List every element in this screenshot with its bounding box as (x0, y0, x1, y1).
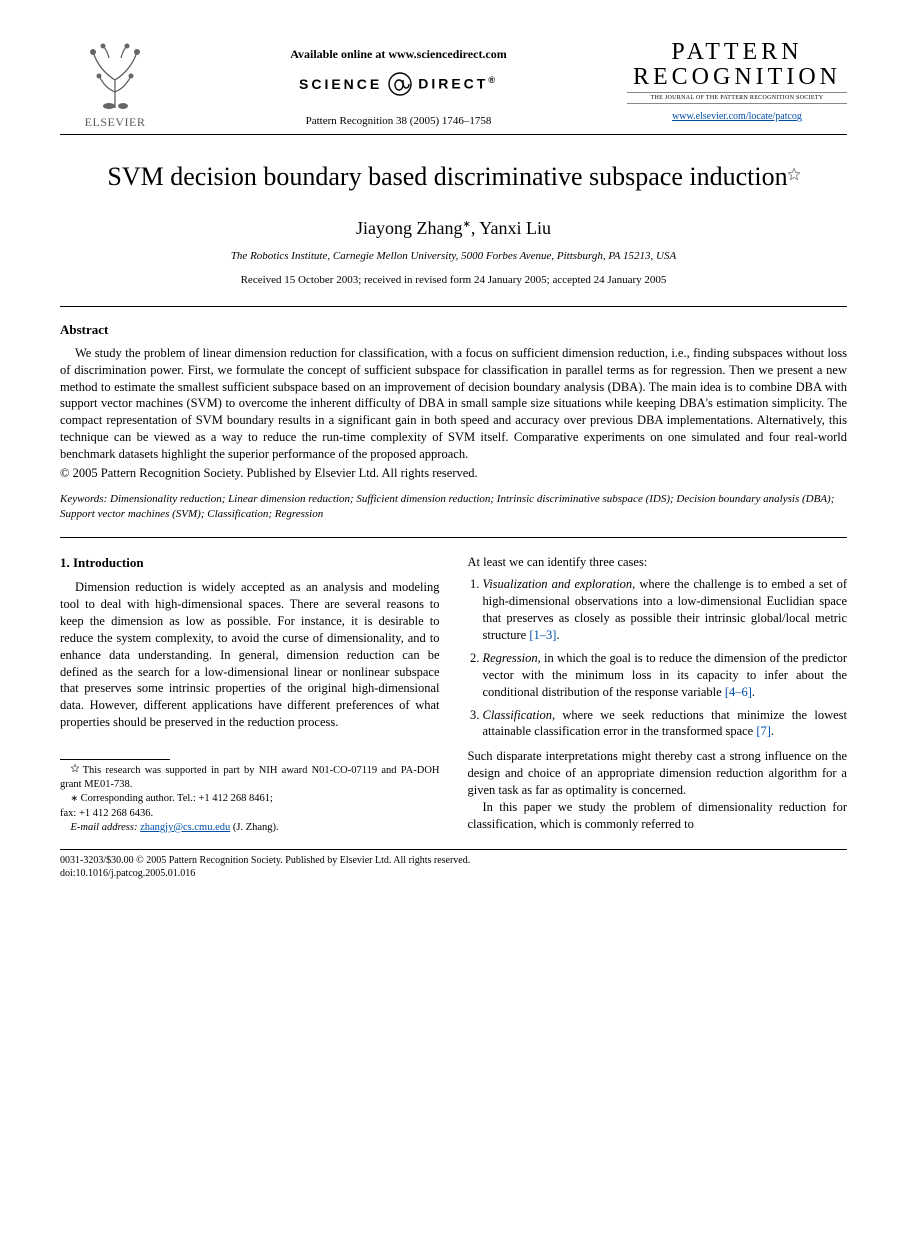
sd-science-text: SCIENCE (299, 75, 382, 94)
journal-title-line1: PATTERN (627, 40, 847, 65)
ref-link-1-3[interactable]: [1–3] (529, 628, 556, 642)
authors-line: Jiayong Zhang∗, Yanxi Liu (60, 216, 847, 240)
title-row: SVM decision boundary based discriminati… (60, 159, 847, 194)
center-header: Available online at www.sciencedirect.co… (170, 40, 627, 129)
bottom-meta: 0031-3203/$30.00 © 2005 Pattern Recognit… (60, 854, 847, 881)
right-para-3: In this paper we study the problem of di… (468, 799, 848, 833)
article-dates: Received 15 October 2003; received in re… (60, 273, 847, 288)
cases-list: Visualization and exploration, where the… (468, 576, 848, 740)
section-1-heading: 1. Introduction (60, 554, 440, 572)
footnote-star-icon (71, 764, 79, 772)
right-para-2: Such disparate interpretations might the… (468, 748, 848, 799)
body-columns: 1. Introduction Dimension reduction is w… (60, 554, 847, 835)
author-1: Jiayong Zhang (356, 218, 462, 238)
footnotes-block: This research was supported in part by N… (60, 764, 440, 835)
author-2: Yanxi Liu (479, 218, 551, 238)
case-1: Visualization and exploration, where the… (483, 576, 848, 644)
elsevier-logo-block: ELSEVIER (60, 40, 170, 130)
footnote-rule (60, 759, 170, 760)
doi-line: doi:10.1016/j.patcog.2005.01.016 (60, 867, 847, 881)
bottom-rule (60, 849, 847, 850)
email-link[interactable]: zhangjy@cs.cmu.edu (140, 822, 230, 833)
footnote-funding: This research was supported in part by N… (60, 764, 440, 792)
journal-title-line2: RECOGNITION (627, 65, 847, 90)
author-separator: , (471, 218, 479, 238)
ref-link-7[interactable]: [7] (756, 724, 771, 738)
journal-url-link[interactable]: www.elsevier.com/locate/patcog (672, 110, 802, 124)
abstract-text: We study the problem of linear dimension… (60, 345, 847, 463)
citation-line: Pattern Recognition 38 (2005) 1746–1758 (170, 114, 627, 129)
paper-title: SVM decision boundary based discriminati… (107, 162, 787, 191)
sd-at-icon (388, 72, 412, 96)
sd-direct-text: DIRECT® (418, 74, 498, 94)
intro-paragraph-1: Dimension reduction is widely accepted a… (60, 579, 440, 731)
author-1-corr-mark: ∗ (463, 219, 471, 230)
sciencedirect-logo: SCIENCE DIRECT® (170, 72, 627, 96)
elsevier-label: ELSEVIER (85, 114, 146, 130)
keywords-text: Dimensionality reduction; Linear dimensi… (60, 493, 834, 520)
footnote-corresponding: ∗ Corresponding author. Tel.: +1 412 268… (60, 792, 440, 806)
right-column: At least we can identify three cases: Vi… (468, 554, 848, 835)
affiliation: The Robotics Institute, Carnegie Mellon … (60, 249, 847, 264)
abstract-heading: Abstract (60, 321, 847, 339)
cases-intro: At least we can identify three cases: (468, 554, 848, 571)
elsevier-tree-icon (79, 40, 151, 112)
header-rule (60, 134, 847, 135)
footnote-fax: fax: +1 412 268 6436. (60, 807, 440, 821)
post-abstract-rule (60, 537, 847, 538)
journal-subtitle: THE JOURNAL OF THE PATTERN RECOGNITION S… (627, 92, 847, 104)
corr-asterisk: ∗ (71, 793, 79, 803)
keywords-block: Keywords: Dimensionality reduction; Line… (60, 492, 847, 523)
case-3: Classification, where we seek reductions… (483, 707, 848, 741)
case-2: Regression, in which the goal is to redu… (483, 650, 848, 701)
title-footnote-star-icon (788, 168, 800, 180)
left-column: 1. Introduction Dimension reduction is w… (60, 554, 440, 835)
journal-title-block: PATTERN RECOGNITION THE JOURNAL OF THE P… (627, 40, 847, 124)
journal-header: ELSEVIER Available online at www.science… (60, 40, 847, 130)
keywords-label: Keywords: (60, 493, 107, 505)
ref-link-4-6[interactable]: [4–6] (725, 685, 752, 699)
footnote-email: E-mail address: zhangjy@cs.cmu.edu (J. Z… (60, 821, 440, 835)
abstract-body: We study the problem of linear dimension… (60, 345, 847, 463)
available-online-text: Available online at www.sciencedirect.co… (170, 46, 627, 62)
abstract-copyright: © 2005 Pattern Recognition Society. Publ… (60, 465, 847, 482)
bottom-copyright: 0031-3203/$30.00 © 2005 Pattern Recognit… (60, 854, 847, 868)
pre-abstract-rule (60, 306, 847, 307)
